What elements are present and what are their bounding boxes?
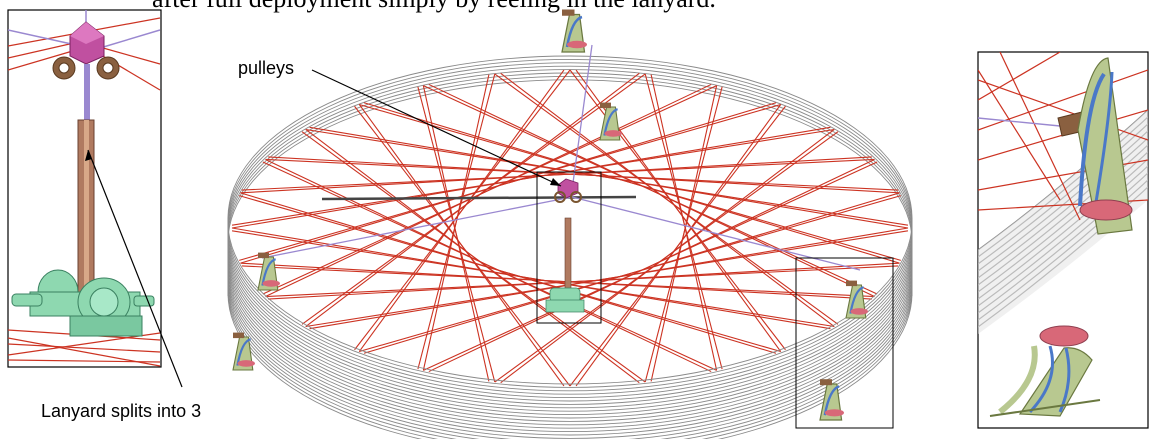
cross-string: [305, 128, 909, 226]
coil-band-line: [978, 109, 1148, 251]
ring-front-coil: [227, 283, 913, 439]
cross-string: [428, 158, 875, 373]
ring-front-coil: [227, 255, 913, 419]
ring-front-coil: [227, 286, 913, 439]
ring-front-coil: [227, 228, 913, 392]
cross-string: [650, 85, 718, 382]
ring-front-coil: [227, 269, 913, 433]
right-detail-box: [795, 257, 894, 429]
ring-front-coil: [227, 266, 913, 429]
pointer-arrows: [85, 69, 562, 388]
ring-back-coil: [227, 62, 913, 225]
pulley-block: [557, 178, 579, 199]
cross-string: [423, 85, 878, 295]
lanyard-label: Lanyard splits into 3: [41, 401, 202, 421]
cross-string: [575, 104, 782, 387]
ring-front-coil: [227, 259, 913, 422]
ring-front-coil: [227, 262, 913, 426]
cross-string: [644, 73, 723, 370]
cross-string: [305, 230, 909, 328]
ring-back-coil: [227, 69, 913, 232]
ring-front-coil: [227, 238, 913, 402]
caption-text: after full deployment simply by reeling …: [152, 0, 716, 14]
ring-front-coil: [227, 245, 913, 409]
center-pulley-lanyard: [545, 178, 585, 313]
pulley-wheel-left: [554, 191, 566, 203]
right-inset-content: [978, 52, 1148, 417]
bracket-right: [845, 280, 868, 319]
ring-front-coil: [227, 249, 913, 412]
ring-back-coil: [227, 75, 913, 239]
bracket-top: [561, 9, 587, 53]
cross-string: [305, 129, 640, 384]
cross-string: [265, 158, 712, 373]
cross-string: [241, 158, 875, 191]
cross-string: [231, 128, 835, 226]
ring-back-coil: [227, 55, 913, 219]
center-detail-box: [536, 171, 602, 324]
cross-string: [422, 85, 490, 382]
lanyard-rod: [564, 217, 572, 291]
cross-string: [354, 69, 571, 351]
cross-string: [239, 103, 781, 261]
cross-string: [240, 262, 872, 300]
cross-string: [262, 85, 717, 295]
cross-string: [265, 265, 899, 298]
guide-line-top: [571, 44, 593, 191]
cross-string: [494, 73, 839, 325]
cross-string: [363, 192, 900, 354]
cross-string: [240, 192, 777, 354]
boom-bar: [321, 195, 637, 201]
ring-front-coil: [227, 289, 913, 439]
ring-front-coil: [227, 293, 913, 439]
ring-front-coils: [227, 218, 913, 439]
ring-brackets: [232, 9, 868, 421]
cross-string: [268, 156, 900, 194]
bracket-left: [257, 252, 280, 291]
cross-string: [359, 103, 901, 261]
cross-string: [358, 104, 565, 387]
cross-string: [231, 227, 831, 330]
bracket-right-lower: [819, 379, 844, 421]
pulley-wheel-right: [570, 191, 582, 203]
cross-string: [417, 73, 496, 370]
ring-front-coil: [227, 279, 913, 439]
cross-string: [500, 129, 835, 384]
bracket-left-lower: [232, 332, 255, 371]
ring-front-coil: [227, 252, 913, 416]
ring-front-coil: [227, 272, 913, 436]
bracket-upper: [599, 102, 622, 141]
winch-base: [545, 299, 585, 313]
ring-back-coil: [227, 58, 913, 222]
ring-front-coil: [227, 221, 913, 385]
ring-front-coil: [227, 232, 913, 395]
ring-front-coil: [227, 276, 913, 439]
pulleys-label: pulleys: [238, 58, 295, 78]
ring-back-coil: [227, 65, 913, 229]
left-inset-content: [8, 10, 161, 367]
ring-front-coil: [227, 242, 913, 405]
caption-strip: after full deployment simply by reeling …: [0, 0, 1153, 30]
guide-line-left: [261, 196, 573, 259]
ring-front-coil: [227, 225, 913, 388]
ring-front-coil: [227, 235, 913, 399]
ring-back-coil: [227, 72, 913, 236]
